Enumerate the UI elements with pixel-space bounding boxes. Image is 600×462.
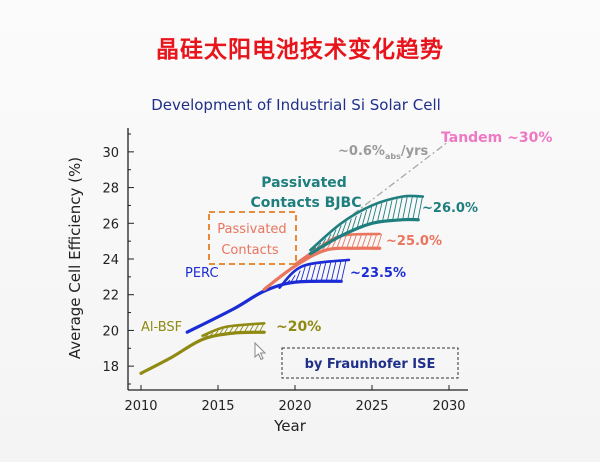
hatch-mark	[341, 221, 347, 235]
y-tick-label: 22	[102, 289, 119, 304]
label-pc-value: ~25.0%	[386, 234, 442, 249]
hatch-mark	[361, 234, 367, 249]
x-tick-label: 2025	[355, 399, 388, 414]
source-box	[281, 347, 459, 379]
hatch-mark	[417, 196, 423, 220]
series-line-3	[308, 217, 420, 256]
passivated-contacts-box	[208, 211, 297, 265]
cursor-icon	[254, 341, 267, 361]
label-bjbc-value: ~26.0%	[422, 201, 478, 216]
series-layer	[139, 194, 425, 375]
hatch-mark	[397, 197, 403, 221]
y-tick-label: 30	[102, 146, 119, 161]
hatch-mark	[402, 196, 408, 220]
hatch-mark	[361, 209, 368, 227]
y-tick-label: 18	[102, 360, 119, 375]
hatch-mark	[295, 270, 301, 283]
series-line-1	[185, 279, 343, 334]
hatch-mark	[356, 234, 362, 249]
label-perc-value: ~23.5%	[350, 266, 406, 281]
hatch-mark	[305, 265, 311, 283]
hatch-mark	[310, 264, 316, 282]
x-tick-label: 2010	[124, 399, 157, 414]
hatch-mark	[392, 198, 398, 221]
y-tick-label: 26	[102, 217, 119, 232]
hatch-mark	[330, 261, 337, 282]
hatch-mark	[356, 212, 362, 229]
series-upper-1	[278, 258, 351, 289]
label-pc-line1: Passivated	[217, 222, 286, 237]
series-line-2	[262, 246, 382, 291]
hatch-mark	[351, 235, 357, 249]
series-upper-0	[201, 321, 266, 338]
hatch-mark	[366, 234, 372, 249]
hatch-mark	[336, 225, 342, 238]
slide-title: 晶硅太阳电池技术变化趋势	[156, 37, 444, 63]
hatch-mark	[407, 196, 413, 220]
hatch-mark	[300, 265, 306, 283]
label-albsf: Al-BSF	[141, 320, 182, 335]
hatch-mark	[325, 262, 332, 282]
trend-label: ~0.6%abs/yrs	[338, 144, 428, 161]
label-albsf-value: ~20%	[276, 319, 321, 335]
y-tick-label: 20	[102, 324, 119, 339]
x-tick-label: 2015	[201, 399, 234, 414]
x-tick-label: 2030	[432, 399, 465, 414]
label-bjbc-line1: Passivated	[261, 175, 347, 191]
y-tick-label: 24	[102, 253, 119, 268]
source-label: by Fraunhofer ISE	[305, 357, 436, 372]
series-line-0	[139, 330, 266, 375]
hatch-mark	[320, 263, 327, 282]
hatch-layer	[203, 196, 423, 340]
hatch-mark	[340, 260, 347, 282]
hatch-mark	[335, 261, 342, 282]
hatch-mark	[351, 215, 357, 231]
label-perc: PERC	[185, 266, 219, 281]
chart-title: Development of Industrial Si Solar Cell	[151, 96, 441, 114]
axes: 2010 2015 2020 2025 2030 18 20 22 24 26 28 30	[102, 128, 468, 414]
label-layer: Al-BSF ~20% PERC ~23.5% ~25.0% ~26.0% Passivat…	[141, 130, 552, 379]
hatch-mark	[381, 201, 388, 222]
hatch-mark	[412, 196, 418, 220]
label-tandem: Tandem ~30%	[441, 130, 552, 146]
x-axis-label: Year	[273, 417, 307, 435]
hatch-mark	[371, 234, 378, 249]
hatch-mark	[376, 203, 383, 223]
hatch-mark	[376, 233, 383, 249]
hatch-mark	[386, 200, 393, 222]
y-tick-label: 28	[102, 182, 119, 197]
label-pc-line2: Contacts	[221, 243, 279, 258]
hatch-mark	[346, 235, 352, 249]
label-bjbc-line2: Contacts BJBC	[250, 195, 361, 211]
hatch-mark	[366, 206, 373, 225]
series-upper-3	[309, 194, 425, 252]
hatch-mark	[346, 218, 352, 233]
hatch-mark	[315, 263, 321, 282]
y-axis-label: Average Cell Efficiency (%)	[66, 157, 84, 359]
x-tick-label: 2020	[278, 399, 311, 414]
hatch-mark	[371, 204, 378, 224]
